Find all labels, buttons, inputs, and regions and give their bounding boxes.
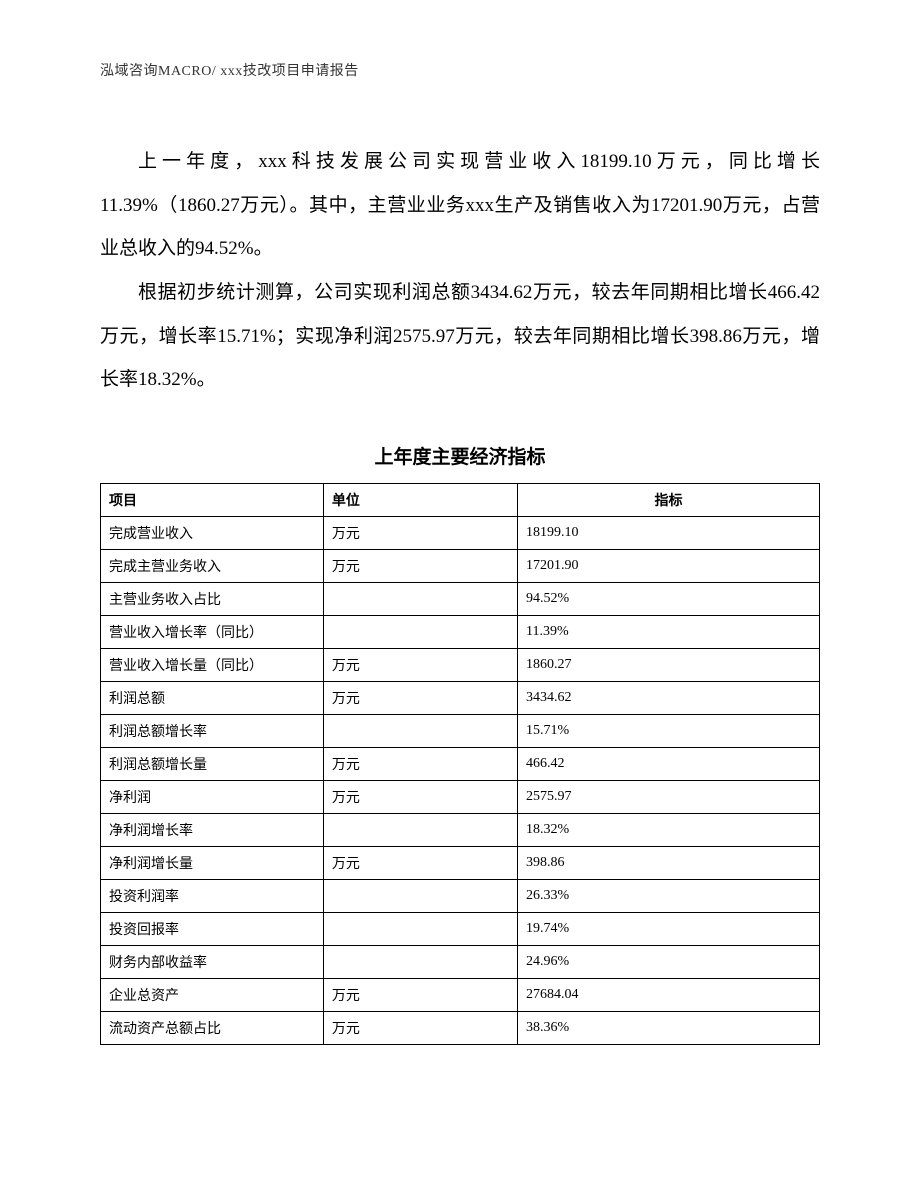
table-cell: 净利润增长量 [101, 847, 324, 880]
table-cell: 主营业务收入占比 [101, 583, 324, 616]
page-header: 泓域咨询MACRO/ xxx技改项目申请报告 [100, 60, 820, 80]
table-cell: 18.32% [518, 814, 820, 847]
table-row: 企业总资产万元27684.04 [101, 979, 820, 1012]
table-cell: 万元 [323, 682, 517, 715]
table-cell: 投资回报率 [101, 913, 324, 946]
table-row: 投资利润率 26.33% [101, 880, 820, 913]
table-cell: 398.86 [518, 847, 820, 880]
table-cell: 利润总额 [101, 682, 324, 715]
table-header-row: 项目 单位 指标 [101, 484, 820, 517]
table-cell: 17201.90 [518, 550, 820, 583]
table-row: 利润总额增长率 15.71% [101, 715, 820, 748]
table-cell [323, 583, 517, 616]
table-cell [323, 616, 517, 649]
table-cell [323, 946, 517, 979]
table-cell: 38.36% [518, 1012, 820, 1045]
table-cell: 3434.62 [518, 682, 820, 715]
table-cell: 万元 [323, 781, 517, 814]
table-row: 主营业务收入占比 94.52% [101, 583, 820, 616]
table-cell: 净利润 [101, 781, 324, 814]
table-cell: 24.96% [518, 946, 820, 979]
table-cell: 利润总额增长率 [101, 715, 324, 748]
table-cell: 流动资产总额占比 [101, 1012, 324, 1045]
table-cell [323, 814, 517, 847]
table-row: 净利润万元2575.97 [101, 781, 820, 814]
table-cell: 27684.04 [518, 979, 820, 1012]
table-body: 完成营业收入万元18199.10完成主营业务收入万元17201.90主营业务收入… [101, 517, 820, 1045]
table-cell: 企业总资产 [101, 979, 324, 1012]
table-cell: 万元 [323, 517, 517, 550]
table-cell: 15.71% [518, 715, 820, 748]
table-cell [323, 880, 517, 913]
table-row: 投资回报率 19.74% [101, 913, 820, 946]
table-header-unit: 单位 [323, 484, 517, 517]
table-cell: 万元 [323, 1012, 517, 1045]
table-cell: 利润总额增长量 [101, 748, 324, 781]
page: 泓域咨询MACRO/ xxx技改项目申请报告 上一年度，xxx科技发展公司实现营… [0, 0, 920, 1191]
table-cell: 万元 [323, 550, 517, 583]
table-cell: 营业收入增长量（同比） [101, 649, 324, 682]
table-cell: 万元 [323, 979, 517, 1012]
table-cell: 净利润增长率 [101, 814, 324, 847]
table-row: 完成营业收入万元18199.10 [101, 517, 820, 550]
table-cell: 18199.10 [518, 517, 820, 550]
table-cell: 19.74% [518, 913, 820, 946]
table-cell: 11.39% [518, 616, 820, 649]
table-cell: 万元 [323, 649, 517, 682]
table-row: 净利润增长量万元398.86 [101, 847, 820, 880]
table-row: 利润总额增长量万元466.42 [101, 748, 820, 781]
table-row: 净利润增长率 18.32% [101, 814, 820, 847]
table-title: 上年度主要经济指标 [100, 442, 820, 469]
table-cell: 完成主营业务收入 [101, 550, 324, 583]
table-cell: 26.33% [518, 880, 820, 913]
table-cell: 2575.97 [518, 781, 820, 814]
table-cell: 投资利润率 [101, 880, 324, 913]
table-row: 营业收入增长率（同比） 11.39% [101, 616, 820, 649]
table-cell [323, 715, 517, 748]
table-cell: 94.52% [518, 583, 820, 616]
table-cell: 万元 [323, 847, 517, 880]
table-cell: 财务内部收益率 [101, 946, 324, 979]
table-row: 利润总额万元3434.62 [101, 682, 820, 715]
table-cell [323, 913, 517, 946]
table-row: 财务内部收益率 24.96% [101, 946, 820, 979]
table-row: 营业收入增长量（同比）万元1860.27 [101, 649, 820, 682]
table-row: 完成主营业务收入万元17201.90 [101, 550, 820, 583]
table-cell: 1860.27 [518, 649, 820, 682]
body-text: 上一年度，xxx科技发展公司实现营业收入18199.10万元，同比增长11.39… [100, 140, 820, 402]
table-row: 流动资产总额占比万元38.36% [101, 1012, 820, 1045]
table-cell: 完成营业收入 [101, 517, 324, 550]
paragraph-2: 根据初步统计测算，公司实现利润总额3434.62万元，较去年同期相比增长466.… [100, 271, 820, 402]
economic-indicators-table: 项目 单位 指标 完成营业收入万元18199.10完成主营业务收入万元17201… [100, 483, 820, 1045]
table-cell: 营业收入增长率（同比） [101, 616, 324, 649]
table-cell: 万元 [323, 748, 517, 781]
paragraph-1: 上一年度，xxx科技发展公司实现营业收入18199.10万元，同比增长11.39… [100, 140, 820, 271]
table-cell: 466.42 [518, 748, 820, 781]
table-header-indicator: 指标 [518, 484, 820, 517]
table-header-project: 项目 [101, 484, 324, 517]
